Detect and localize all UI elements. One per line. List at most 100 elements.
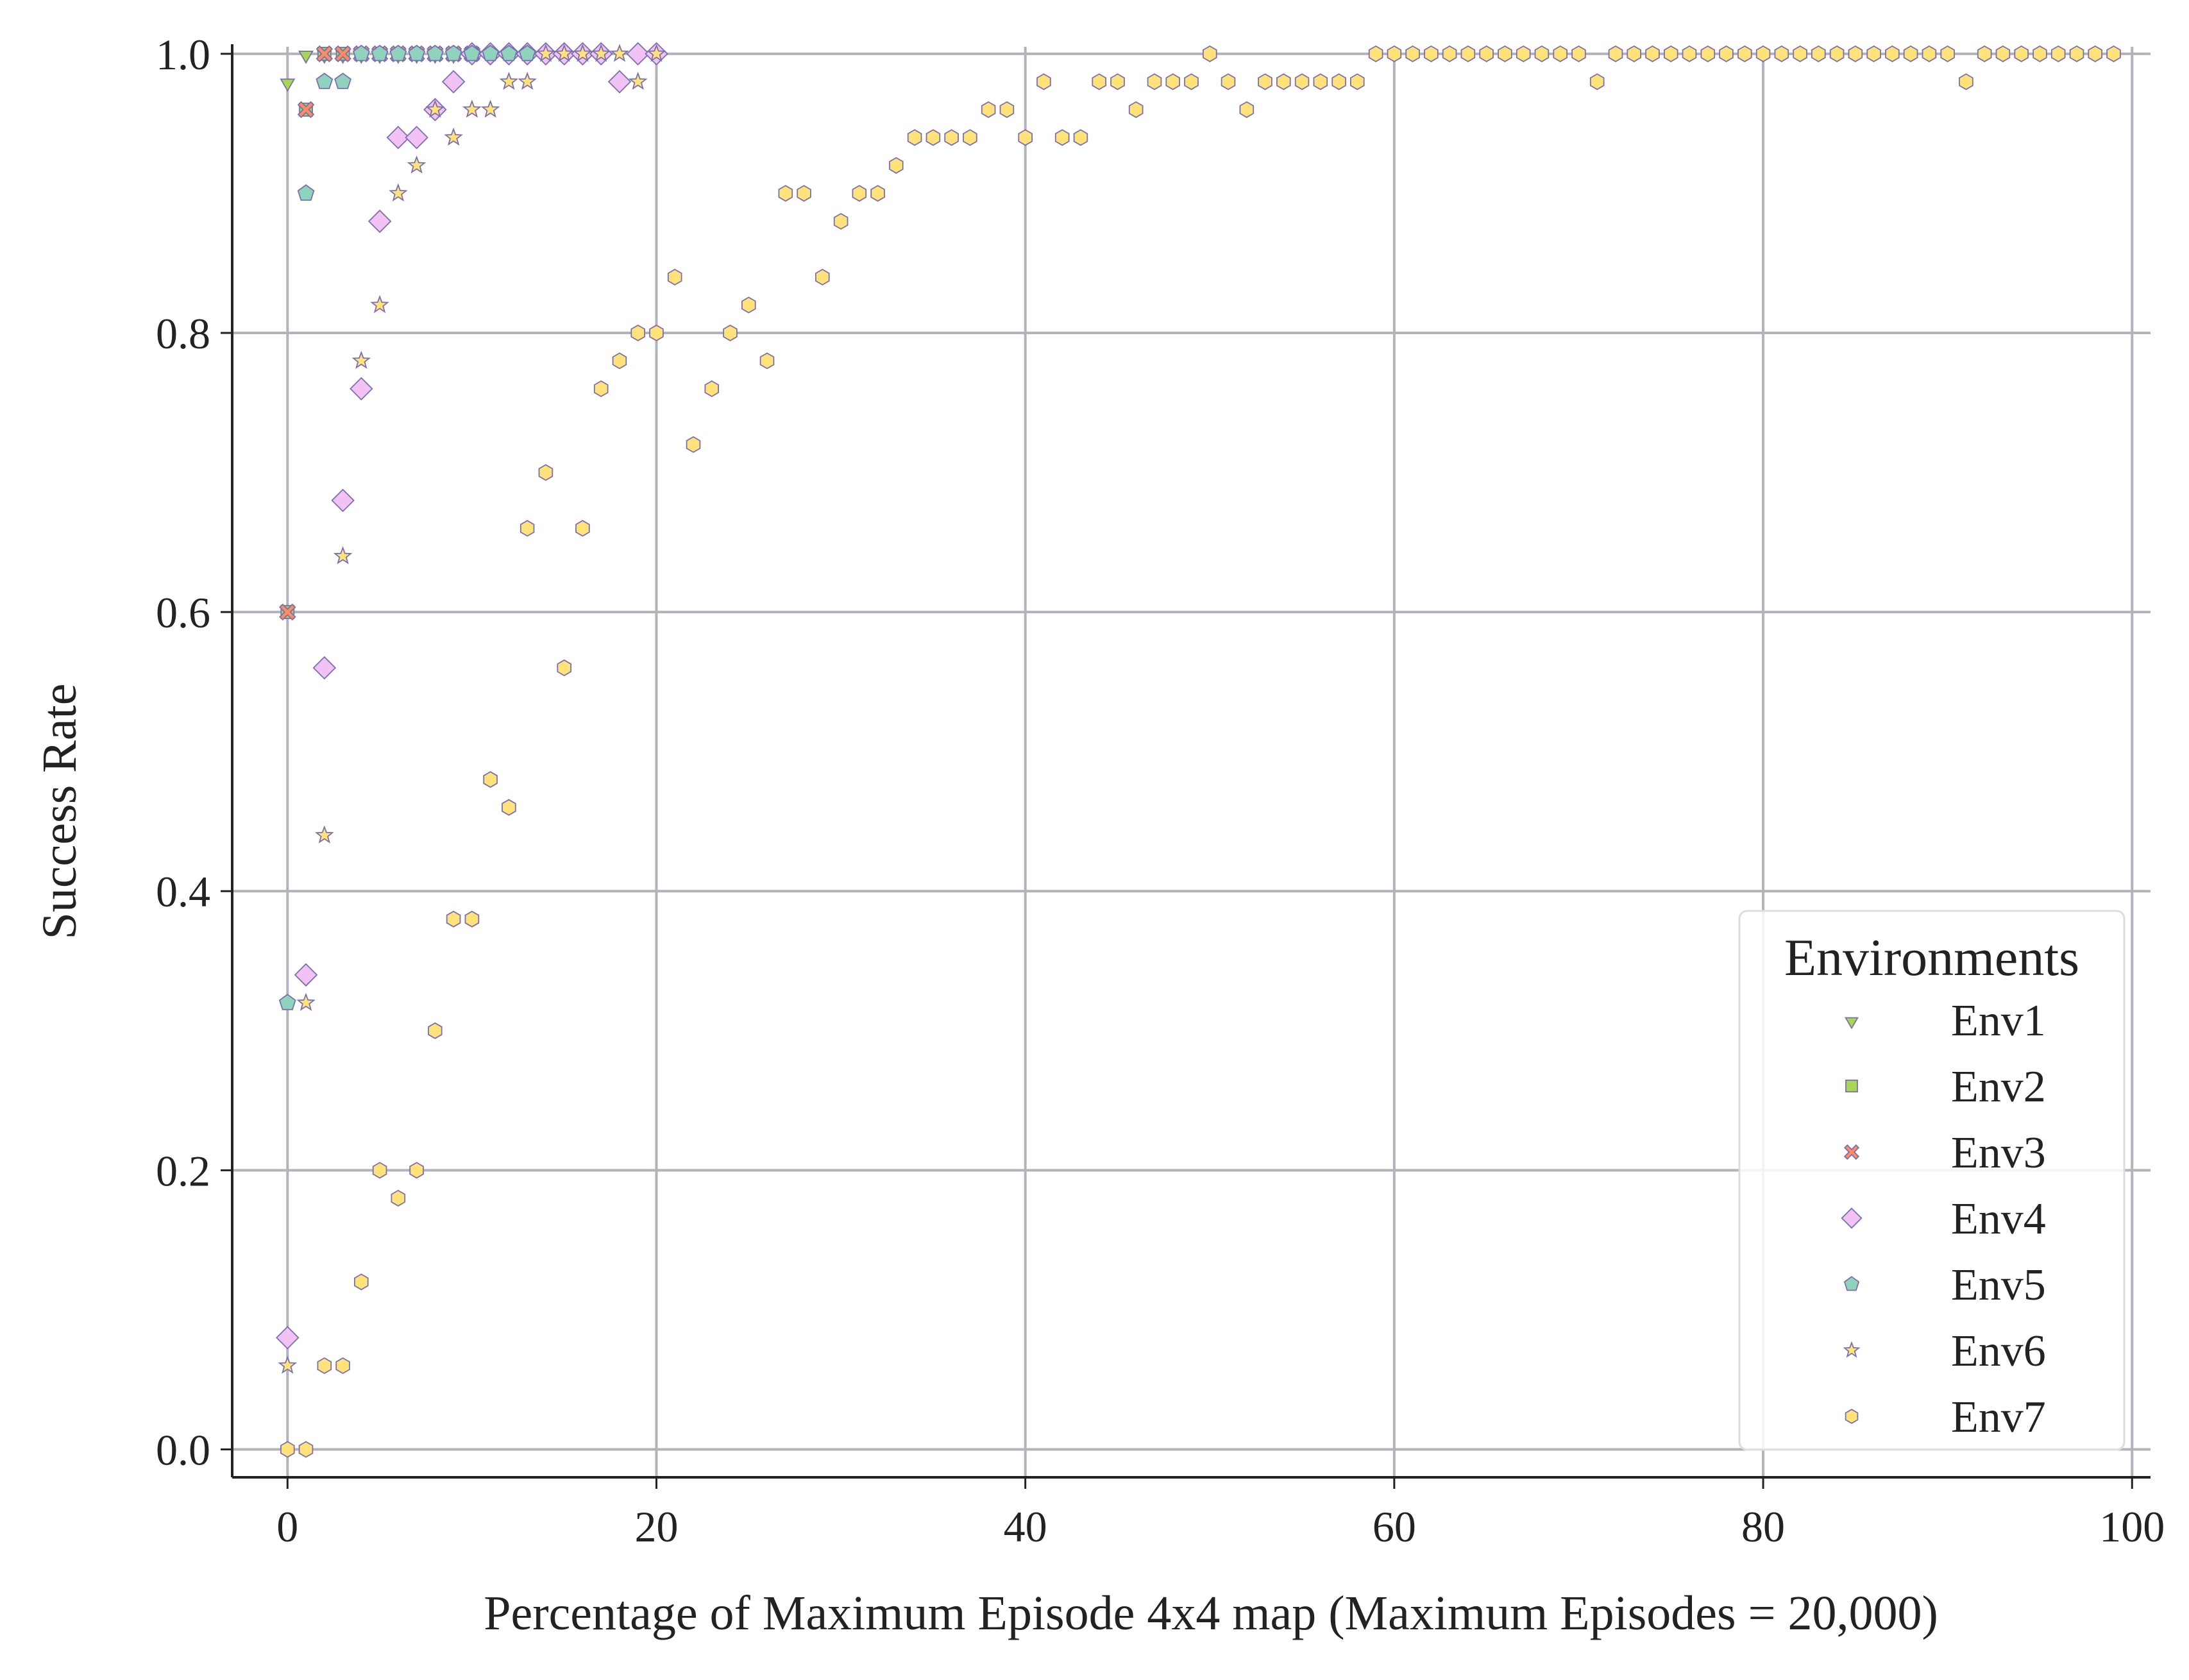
data-point [1645,45,1660,62]
data-point [405,126,428,149]
x-cross-icon [1843,1144,1860,1160]
legend-box [1738,910,2126,1451]
data-point [1313,73,1328,90]
data-point [391,1189,406,1207]
data-point [2014,45,2029,62]
data-point [647,44,666,62]
data-point [444,44,462,62]
data-point [1995,45,2011,62]
data-point [350,377,373,401]
legend-label: Env6 [1951,1327,2046,1376]
data-point [446,910,461,928]
data-point [334,45,351,63]
data-point [925,129,941,146]
x-tick-label: 0 [276,1502,298,1551]
data-point [1349,73,1365,90]
data-point [2088,45,2103,62]
data-point [296,992,316,1011]
data-point [1294,73,1310,90]
data-point [351,350,371,369]
data-point [554,44,574,62]
data-point [428,1022,443,1039]
data-point [1866,45,1881,62]
legend: Environments Env1 Env2 Env3 Env4 Env5 Env6 Env7 [1738,910,2126,1451]
data-point [741,296,756,314]
y-tick-label: 1.0 [156,30,210,79]
data-point [1184,73,1199,90]
series-env4 [276,42,668,1350]
data-point [607,70,632,94]
data-point [852,185,867,202]
y-tick-label: 0.4 [156,867,210,916]
data-point [2033,45,2047,62]
x-tick-label: 40 [1004,1502,1047,1551]
y-tick-label: 0.2 [156,1146,210,1195]
data-point [649,324,664,342]
data-point [1940,45,1955,62]
x-tick-label: 20 [634,1502,678,1551]
data-point [280,1441,295,1458]
data-point [1571,45,1586,62]
data-point [389,44,407,62]
data-point [312,656,337,680]
data-point [575,520,590,537]
data-point [1627,45,1642,62]
data-point [1018,129,1033,146]
x-axis-title: Percentage of Maximum Episode 4x4 map (M… [484,1586,1938,1640]
data-point [591,44,611,62]
x-tick-label: 100 [2099,1502,2165,1551]
data-point [335,1357,350,1375]
data-point [1331,73,1346,90]
data-point [630,324,645,342]
data-point [944,129,959,146]
data-point [1460,45,1476,62]
data-point [667,268,682,286]
legend-label: Env2 [1951,1062,2046,1112]
data-point [1737,45,1752,62]
data-point [1442,45,1457,62]
data-point [1368,45,1383,62]
data-point [333,546,353,564]
legend-title: Environments [1784,928,2079,987]
data-point [1755,45,1771,62]
data-point [1147,73,1162,90]
data-point [334,72,351,89]
data-point [298,51,314,64]
data-point [368,209,392,233]
legend-label: Env3 [1951,1128,2046,1178]
data-point [317,1357,332,1375]
data-point [593,380,609,398]
data-point [316,45,334,63]
x-tick-label: 80 [1741,1502,1785,1551]
data-point [610,44,629,62]
data-point [1589,73,1605,90]
data-point [386,126,410,149]
data-point [612,352,627,369]
data-point [815,268,830,286]
diamond-icon [1841,1207,1863,1229]
data-point [907,129,922,146]
data-point [371,44,389,62]
square-icon [1845,1080,1858,1092]
data-point [889,157,904,174]
data-point [1221,73,1236,90]
data-point [279,603,296,621]
data-point [407,155,427,174]
data-point [280,78,296,92]
series-env6 [278,44,666,1374]
data-point [557,659,571,677]
data-point [370,294,389,314]
data-point [1977,45,1992,62]
star-icon [1843,1341,1861,1358]
data-point [463,44,481,62]
data-point [981,101,996,118]
data-point [759,352,775,369]
x-tick-label: 60 [1373,1502,1416,1551]
data-point [1885,45,1900,62]
legend-item: Env1 [1845,996,2046,1046]
data-point [1959,73,1973,90]
data-point [1165,73,1180,90]
data-point [408,44,426,62]
data-point [409,1162,424,1179]
